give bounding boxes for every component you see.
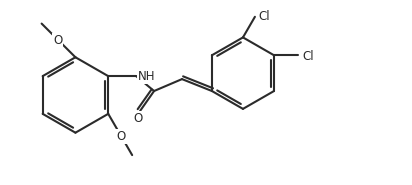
Text: Cl: Cl <box>258 10 270 23</box>
Text: O: O <box>133 112 143 125</box>
Text: Cl: Cl <box>302 50 314 63</box>
Text: NH: NH <box>138 70 156 83</box>
Text: O: O <box>53 34 62 47</box>
Text: O: O <box>117 130 126 143</box>
